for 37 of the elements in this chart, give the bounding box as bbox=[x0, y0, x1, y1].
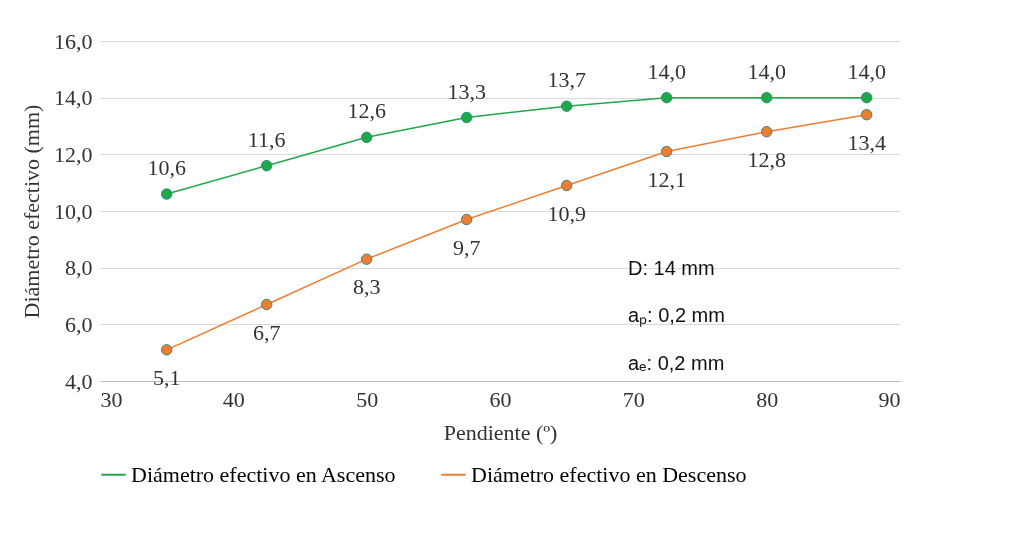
x-tick-label: 70 bbox=[622, 386, 645, 412]
annotation: aₚ: 0,2 mm bbox=[628, 304, 725, 328]
data-label: 10,6 bbox=[147, 155, 186, 180]
data-label: 11,6 bbox=[247, 126, 286, 152]
y-tick-label: 16,0 bbox=[54, 28, 93, 54]
data-label: 13,7 bbox=[547, 67, 586, 93]
data-label: 12,6 bbox=[347, 98, 386, 124]
y-tick-label: 8,0 bbox=[65, 255, 93, 281]
legend-label: Diámetro efectivo en Ascenso bbox=[131, 461, 396, 487]
y-tick-label: 12,0 bbox=[54, 141, 93, 167]
annotation: aₑ: 0,2 mm bbox=[628, 352, 725, 374]
data-label: 12,8 bbox=[747, 146, 786, 172]
data-label: 13,3 bbox=[447, 78, 486, 104]
x-tick-label: 30 bbox=[100, 386, 123, 412]
data-label: 5,1 bbox=[152, 364, 181, 390]
data-label: 10,9 bbox=[547, 200, 586, 226]
y-axis-title: Diámetro efectivo (mm) bbox=[19, 104, 44, 319]
x-tick-label: 60 bbox=[489, 386, 512, 412]
x-tick-label: 80 bbox=[756, 386, 779, 412]
data-label: 14,0 bbox=[847, 58, 886, 84]
data-label: 6,7 bbox=[252, 319, 281, 345]
x-tick-label: 50 bbox=[356, 386, 379, 412]
data-label: 12,1 bbox=[647, 166, 686, 192]
annotation: D: 14 mm bbox=[628, 256, 715, 279]
y-tick-label: 14,0 bbox=[54, 85, 93, 111]
y-tick-label: 4,0 bbox=[65, 368, 93, 394]
data-label: 14,0 bbox=[647, 58, 686, 84]
x-tick-label: 90 bbox=[878, 386, 901, 412]
legend-label: Diámetro efectivo en Descenso bbox=[471, 461, 747, 487]
x-tick-label: 40 bbox=[222, 386, 245, 412]
data-label: 8,3 bbox=[352, 274, 381, 300]
data-label: 13,4 bbox=[847, 129, 886, 155]
y-tick-label: 10,0 bbox=[54, 198, 93, 224]
y-tick-label: 6,0 bbox=[65, 311, 93, 337]
data-label: 14,0 bbox=[747, 58, 786, 84]
x-axis-title: Pendiente (º) bbox=[443, 419, 558, 445]
data-label: 9,7 bbox=[452, 234, 481, 260]
